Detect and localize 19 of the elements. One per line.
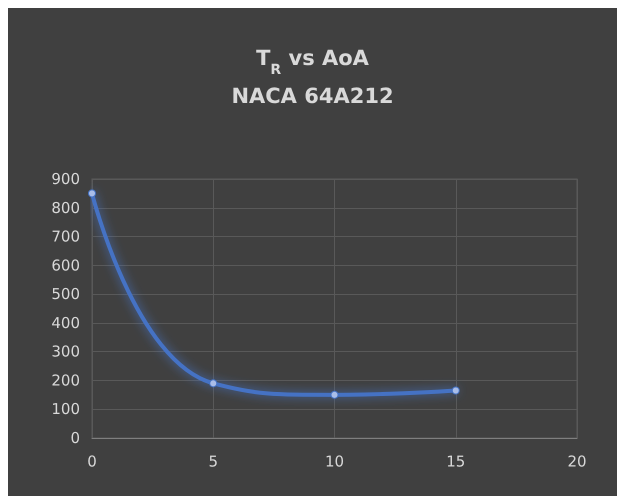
y-tick-label: 700 [51, 228, 80, 246]
y-tick-label: 400 [51, 314, 80, 332]
y-tick-label: 100 [51, 400, 80, 418]
point [330, 390, 338, 399]
y-tick-label: 500 [51, 285, 80, 304]
y-tick-label: 600 [51, 256, 80, 274]
x-tick-label: 15 [446, 452, 466, 470]
x-tick-label: 10 [324, 452, 344, 470]
y-tick-label: 900 [51, 170, 80, 188]
x-tick-label: 20 [567, 452, 587, 470]
y-tick-label: 800 [51, 198, 80, 217]
y-tick-label: 0 [70, 429, 80, 447]
point [88, 189, 96, 198]
x-tick-label: 0 [87, 452, 97, 470]
x-tick-label: 5 [208, 452, 218, 470]
point [209, 379, 218, 388]
y-tick-label: 300 [51, 342, 80, 361]
point [452, 386, 460, 395]
y-tick-label: 200 [51, 371, 80, 390]
